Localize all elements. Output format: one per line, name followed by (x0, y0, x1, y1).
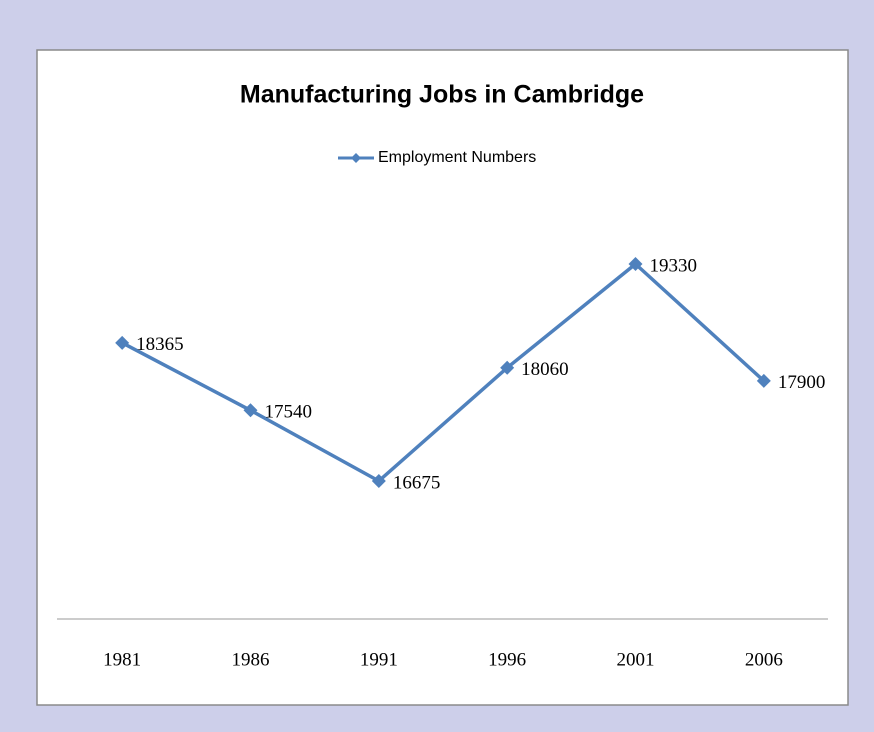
data-label: 17540 (265, 402, 313, 423)
data-label: 16675 (393, 472, 441, 493)
data-point (371, 474, 386, 488)
chart-title: Manufacturing Jobs in Cambridge (240, 81, 644, 109)
legend-label: Employment Numbers (378, 149, 536, 166)
x-tick-label: 1981 (103, 649, 141, 670)
data-label: 18365 (136, 334, 184, 355)
data-label: 18060 (521, 359, 569, 380)
data-point (115, 335, 130, 350)
data-point (500, 360, 515, 375)
chart-panel (36, 49, 849, 706)
legend-marker (351, 153, 361, 163)
x-tick-label: 1996 (488, 649, 526, 670)
x-tick-label: 1991 (360, 649, 398, 670)
x-tick-label: 2001 (617, 649, 655, 670)
data-label: 19330 (650, 255, 698, 276)
data-line (121, 262, 766, 483)
data-point (243, 403, 258, 418)
data-label: 17900 (778, 372, 826, 393)
x-tick-label: 1986 (232, 649, 270, 670)
x-tick-label: 2006 (745, 649, 783, 670)
data-point (756, 373, 771, 388)
data-point (628, 257, 643, 271)
